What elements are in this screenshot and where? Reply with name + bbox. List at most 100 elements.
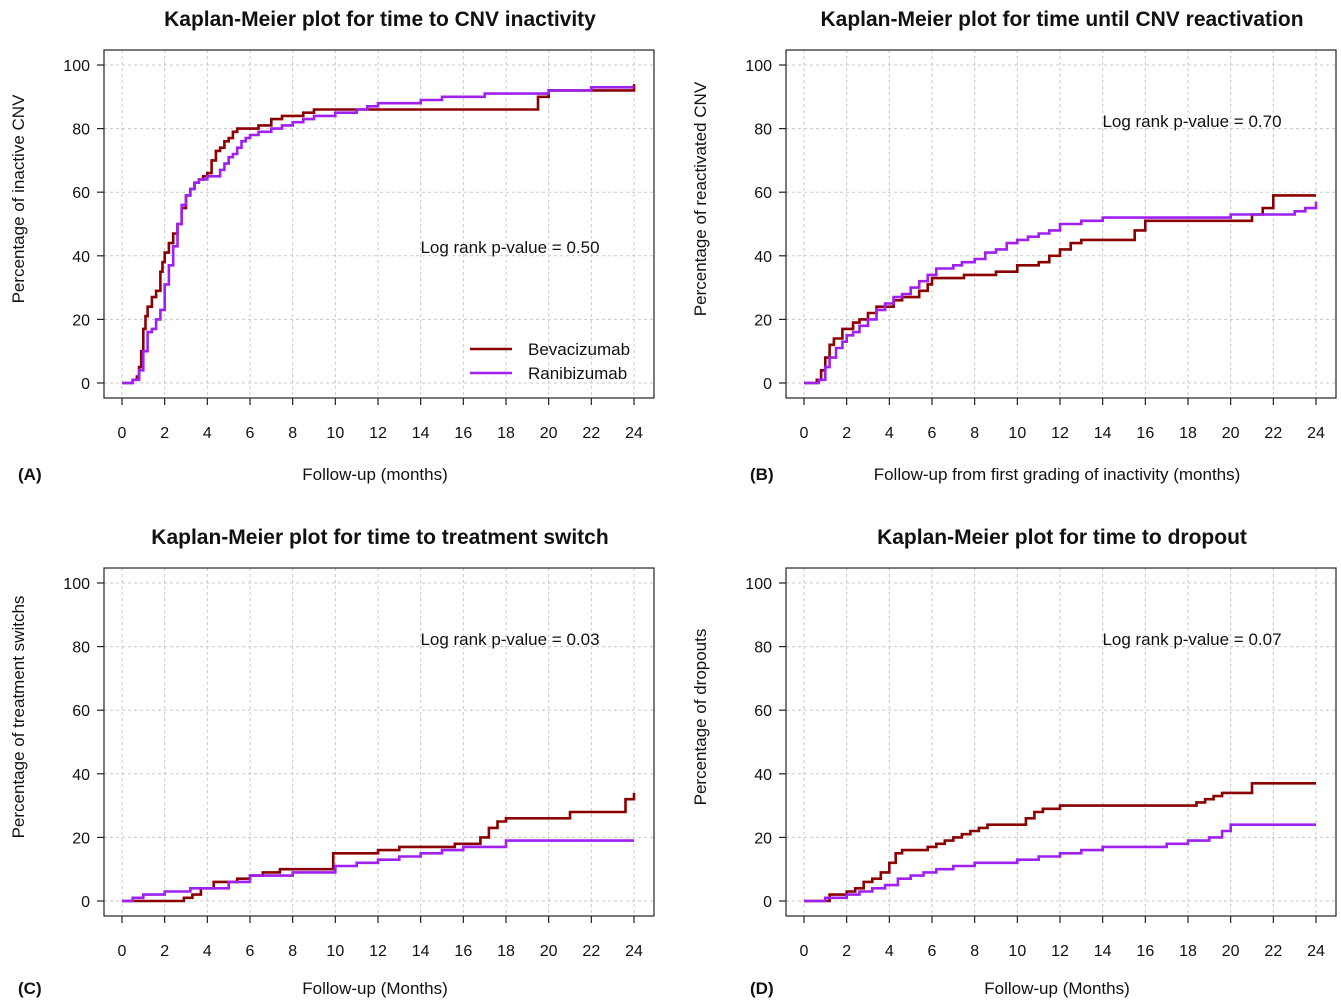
- series-line-bevacizumab: [804, 782, 1316, 903]
- legend-label: Ranibizumab: [528, 364, 627, 383]
- y-tick-label: 100: [745, 58, 772, 75]
- series-line-ranibizumab: [804, 823, 1316, 903]
- panel-d: 0 2 4 6 8 10 12 14 16 18 20 22 24020406080100Kaplan-…: [691, 526, 1337, 998]
- panel-tag: (D): [750, 979, 774, 998]
- y-tick-label: 100: [63, 576, 90, 593]
- x-tick-label: 18: [1179, 943, 1197, 960]
- x-tick-label: 20: [1222, 425, 1240, 442]
- x-tick-label: 6: [246, 425, 255, 442]
- x-tick-label: 22: [582, 943, 600, 960]
- y-tick-label: 40: [754, 249, 772, 266]
- x-tick-label: 4: [885, 425, 894, 442]
- x-tick-label: 10: [326, 943, 344, 960]
- x-tick-label: 8: [970, 943, 979, 960]
- y-tick-label: 20: [72, 312, 90, 329]
- log-rank-annotation: Log rank p-value = 0.50: [420, 238, 599, 257]
- chart-title: Kaplan-Meier plot for time to treatment …: [151, 526, 608, 549]
- x-tick-label: 2: [160, 425, 169, 442]
- y-axis-label: Percentage of dropouts: [691, 629, 710, 806]
- y-tick-label: 20: [754, 312, 772, 329]
- plot-frame: [103, 49, 655, 399]
- y-axis-label: Percentage of reactivated CNV: [691, 81, 710, 316]
- y-tick-label: 0: [81, 894, 90, 911]
- x-tick-label: 2: [842, 425, 851, 442]
- x-tick-label: 22: [582, 425, 600, 442]
- x-tick-label: 16: [1136, 425, 1154, 442]
- y-tick-label: 40: [754, 767, 772, 784]
- y-tick-label: 80: [754, 122, 772, 139]
- log-rank-annotation: Log rank p-value = 0.07: [1102, 630, 1281, 649]
- x-axis-label: Follow-up (months): [302, 465, 448, 484]
- y-tick-label: 60: [754, 703, 772, 720]
- panel-tag: (A): [18, 465, 42, 484]
- x-tick-label: 24: [625, 425, 643, 442]
- series-line-ranibizumab: [804, 201, 1318, 385]
- x-axis-label: Follow-up (Months): [984, 979, 1130, 998]
- x-tick-label: 22: [1264, 425, 1282, 442]
- y-tick-label: 100: [63, 58, 90, 75]
- chart-title: Kaplan-Meier plot for time to CNV inacti…: [164, 8, 596, 31]
- x-tick-label: 8: [970, 425, 979, 442]
- x-tick-label: 6: [928, 425, 937, 442]
- x-tick-label: 12: [1051, 425, 1069, 442]
- panel-a: 0 2 4 6 8 10 12 14 16 18 20 22 24020406080100Kaplan-…: [9, 8, 655, 484]
- x-tick-label: 12: [369, 425, 387, 442]
- x-tick-label: 0: [800, 425, 809, 442]
- x-tick-label: 0: [800, 943, 809, 960]
- chart-title: Kaplan-Meier plot for time until CNV rea…: [820, 8, 1303, 31]
- x-tick-label: 18: [497, 425, 515, 442]
- x-tick-label: 8: [288, 943, 297, 960]
- x-tick-label: 6: [246, 943, 255, 960]
- x-tick-label: 10: [1008, 425, 1026, 442]
- y-tick-label: 60: [72, 185, 90, 202]
- series-line-ranibizumab: [122, 839, 634, 903]
- x-tick-label: 24: [1307, 943, 1325, 960]
- x-tick-label: 2: [160, 943, 169, 960]
- x-tick-label: 0: [118, 425, 127, 442]
- y-tick-label: 40: [72, 249, 90, 266]
- y-tick-label: 20: [72, 830, 90, 847]
- panel-c: 0 2 4 6 8 10 12 14 16 18 20 22 24020406080100Kaplan-…: [9, 526, 655, 998]
- y-tick-label: 0: [81, 376, 90, 393]
- y-tick-label: 0: [763, 376, 772, 393]
- x-tick-label: 8: [288, 425, 297, 442]
- y-tick-label: 40: [72, 767, 90, 784]
- x-tick-label: 2: [842, 943, 851, 960]
- x-tick-label: 18: [497, 943, 515, 960]
- y-tick-label: 0: [763, 894, 772, 911]
- panel-tag: (C): [18, 979, 42, 998]
- series-line-bevacizumab: [122, 84, 636, 385]
- x-tick-label: 4: [885, 943, 894, 960]
- panel-tag: (B): [750, 465, 774, 484]
- plot-frame: [103, 567, 655, 917]
- log-rank-annotation: Log rank p-value = 0.03: [420, 630, 599, 649]
- plot-frame: [785, 567, 1337, 917]
- x-tick-label: 24: [1307, 425, 1325, 442]
- x-tick-label: 14: [1094, 425, 1112, 442]
- series-line-bevacizumab: [122, 792, 636, 903]
- x-tick-label: 16: [454, 943, 472, 960]
- x-tick-label: 20: [1222, 943, 1240, 960]
- x-tick-label: 20: [540, 943, 558, 960]
- legend: Bevacizumab Ranibizumab: [470, 340, 630, 383]
- y-tick-label: 100: [745, 576, 772, 593]
- x-axis-label: Follow-up (Months): [302, 979, 448, 998]
- x-tick-label: 20: [540, 425, 558, 442]
- x-tick-label: 22: [1264, 943, 1282, 960]
- x-tick-label: 14: [412, 943, 430, 960]
- x-tick-label: 10: [1008, 943, 1026, 960]
- x-tick-label: 6: [928, 943, 937, 960]
- x-tick-label: 14: [1094, 943, 1112, 960]
- x-tick-label: 12: [1051, 943, 1069, 960]
- x-tick-label: 16: [1136, 943, 1154, 960]
- x-tick-label: 4: [203, 943, 212, 960]
- legend-label: Bevacizumab: [528, 340, 630, 359]
- plot-frame: [785, 49, 1337, 399]
- x-tick-label: 24: [625, 943, 643, 960]
- y-tick-label: 20: [754, 830, 772, 847]
- series-line-ranibizumab: [122, 86, 634, 385]
- panel-b: 0 2 4 6 8 10 12 14 16 18 20 22 24020406080100Kaplan-…: [691, 8, 1337, 484]
- y-tick-label: 80: [72, 122, 90, 139]
- y-tick-label: 60: [72, 703, 90, 720]
